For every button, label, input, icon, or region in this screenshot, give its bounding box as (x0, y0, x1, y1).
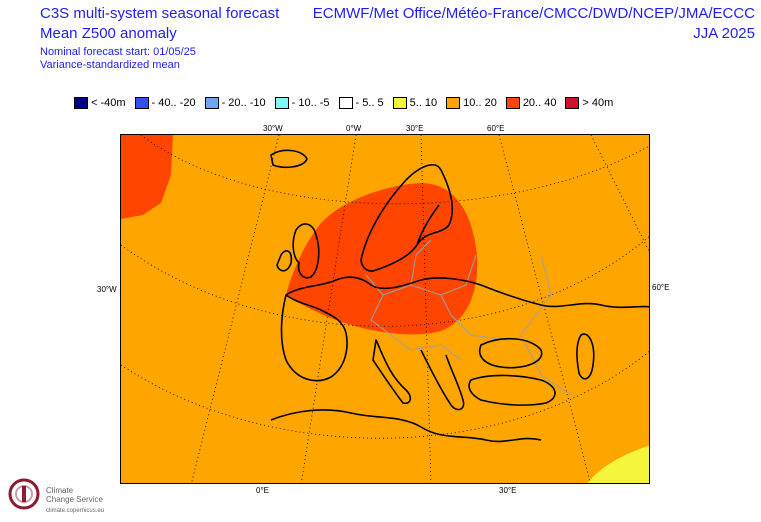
anomaly-20-40-northwest (121, 135, 173, 219)
title-line-1: C3S multi-system seasonal forecast (40, 5, 280, 22)
legend-label: - 10.. -5 (291, 97, 330, 109)
legend-label: 5.. 10 (409, 97, 438, 109)
legend-label: 10.. 20 (463, 97, 497, 109)
lon-label-bottom-30e: 30°E (499, 486, 517, 495)
country-borders (365, 239, 572, 396)
lon-label-right-60e: 60°E (652, 283, 670, 292)
legend: < -40m - 40.. -20 - 20.. -10 - 10.. -5 - 5..… (74, 95, 622, 111)
legend-swatch (204, 97, 219, 109)
legend-label: 20.. 40 (522, 97, 557, 109)
logo-line-2: Change Service (46, 495, 103, 504)
title-line-2: Mean Z500 anomaly (40, 25, 177, 42)
lon-label-left-30w: 30°W (97, 285, 117, 294)
legend-item: - 5.. 5 (338, 97, 384, 109)
method-text: Variance-standardized mean (40, 59, 180, 71)
legend-swatch (446, 97, 461, 109)
legend-item: 10.. 20 (446, 97, 497, 109)
anomaly-20-40-europe (286, 183, 478, 335)
lon-label-top-0: 0°W (346, 124, 362, 133)
legend-item: < -40m (74, 97, 126, 109)
legend-swatch (505, 97, 520, 109)
lon-label-bottom-0: 0°E (256, 486, 269, 495)
legend-swatch (74, 97, 88, 109)
copernicus-logo: Climate Change Service climate.copernicu… (4, 476, 124, 518)
legend-item: 5.. 10 (392, 97, 438, 109)
legend-swatch (338, 97, 353, 109)
legend-item: - 20.. -10 (204, 97, 266, 109)
legend-label: < -40m (91, 97, 126, 109)
legend-label: > 40m (582, 97, 614, 109)
coastlines (270, 149, 649, 443)
legend-item: > 40m (565, 97, 613, 109)
legend-swatch (565, 97, 580, 109)
legend-item: - 10.. -5 (274, 97, 330, 109)
centres-text: ECMWF/Met Office/Météo-France/CMCC/DWD/N… (312, 5, 755, 22)
legend-swatch (134, 97, 149, 109)
logo-line-1: Climate (46, 486, 74, 495)
legend-label: - 20.. -10 (221, 97, 266, 109)
legend-label: - 40.. -20 (151, 97, 196, 109)
logo-url: climate.copernicus.eu (46, 508, 105, 514)
anomaly-5-10-southeast (587, 445, 649, 483)
lon-label-top-60e: 60°E (487, 124, 505, 133)
legend-swatch (274, 97, 289, 109)
climate-service-icon (8, 478, 40, 510)
map-panel (120, 134, 650, 484)
lon-label-top-30w: 30°W (263, 124, 283, 133)
lon-label-top-30e: 30°E (406, 124, 424, 133)
nominal-start-text: Nominal forecast start: 01/05/25 (40, 46, 196, 58)
legend-label: - 5.. 5 (355, 97, 384, 109)
graticule (121, 135, 649, 483)
season-text: JJA 2025 (693, 25, 755, 42)
legend-swatch (392, 97, 407, 109)
legend-item: - 40.. -20 (134, 97, 196, 109)
legend-item: 20.. 40 (505, 97, 557, 109)
